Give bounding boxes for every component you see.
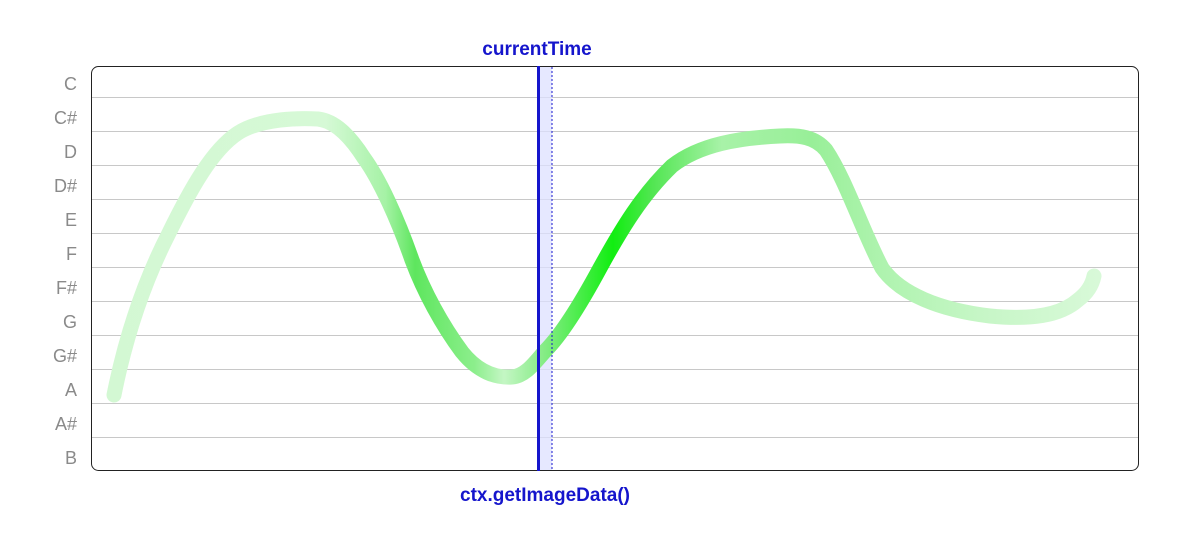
note-label: D [64, 142, 77, 162]
note-label: A# [55, 414, 77, 434]
current-time-label: currentTime [482, 39, 591, 60]
sample-band [538, 67, 552, 470]
note-label: C# [54, 108, 77, 128]
note-label: F [66, 244, 77, 264]
note-label: D# [54, 176, 77, 196]
note-label: G# [53, 346, 77, 366]
note-label: F# [56, 278, 77, 298]
plot-frame-border [91, 66, 1139, 471]
pitch-curve [106, 111, 1102, 403]
note-labels: C C# D D# EF F# G G# A A# B [53, 74, 77, 468]
note-grid [92, 97, 1138, 438]
note-label: B [65, 448, 77, 468]
note-label: G [63, 312, 77, 332]
note-label: A [65, 380, 77, 400]
note-label: C [64, 74, 77, 94]
get-image-data-label: ctx.getImageData() [460, 485, 630, 506]
note-label: E [65, 210, 77, 230]
